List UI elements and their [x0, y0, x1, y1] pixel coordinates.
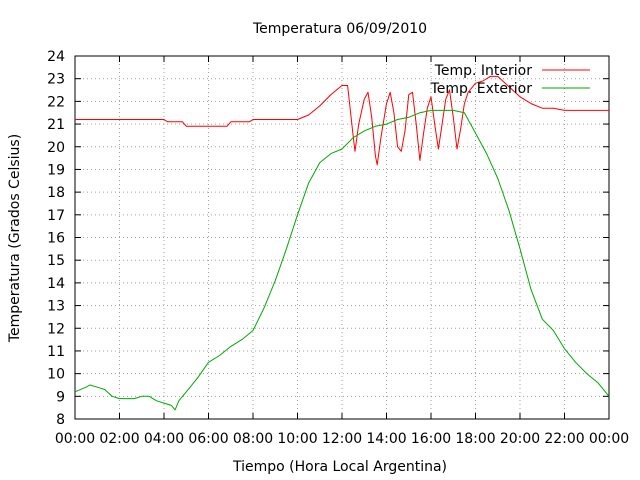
- y-tick-label: 11: [47, 344, 65, 360]
- series-line-interior: [75, 75, 609, 166]
- series-line-exterior: [74, 109, 610, 411]
- y-tick-label: 22: [47, 94, 65, 110]
- y-tick-label: 16: [47, 231, 65, 247]
- y-tick-label: 24: [47, 49, 65, 65]
- y-tick-label: 23: [47, 72, 65, 88]
- y-tick-label: 15: [47, 253, 65, 269]
- legend: Temp. Interior Temp. Exterior: [430, 63, 590, 97]
- x-tick-label: 20:00: [500, 431, 540, 447]
- y-axis-label: Temperatura (Grados Celsius): [7, 134, 23, 343]
- x-tick-label: 06:00: [188, 431, 228, 447]
- x-tick-label: 10:00: [277, 431, 317, 447]
- legend-label-exterior: Temp. Exterior: [430, 81, 533, 97]
- x-axis-label: Tiempo (Hora Local Argentina): [232, 459, 447, 475]
- legend-label-interior: Temp. Interior: [434, 63, 533, 79]
- x-tick-label: 00:00: [55, 431, 95, 447]
- y-tick-label: 12: [47, 321, 65, 337]
- x-tick-label: 04:00: [144, 431, 184, 447]
- y-tick-label: 13: [47, 299, 65, 315]
- y-tick-label: 9: [56, 389, 65, 405]
- x-tick-label: 16:00: [411, 431, 451, 447]
- y-tick-label: 17: [47, 208, 65, 224]
- y-tick-label: 21: [47, 117, 65, 133]
- chart-title: Temperatura 06/09/2010: [252, 21, 427, 37]
- x-tick-label: 02:00: [99, 431, 139, 447]
- x-tick-label: 00:00: [589, 431, 629, 447]
- y-tick-label: 19: [47, 162, 65, 178]
- y-tick-labels: 8 9 10 11 12 13 14 15 16 17 18 19 20 21 22 23 24: [47, 49, 65, 428]
- x-tick-label: 22:00: [544, 431, 584, 447]
- x-tick-label: 18:00: [455, 431, 495, 447]
- y-tick-label: 18: [47, 185, 65, 201]
- y-tick-label: 8: [56, 412, 65, 428]
- x-tick-labels: 00:00 02:00 04:00 06:00 08:00 10:00 12:00 14:00…: [55, 431, 629, 447]
- x-tick-label: 08:00: [233, 431, 273, 447]
- y-tick-label: 10: [47, 367, 65, 383]
- axis-ticks: [74, 55, 610, 420]
- grid: [75, 56, 609, 419]
- x-tick-label: 14:00: [366, 431, 406, 447]
- y-tick-label: 20: [47, 140, 65, 156]
- y-tick-label: 14: [47, 276, 65, 292]
- series-lines: [74, 75, 610, 411]
- x-tick-label: 12:00: [322, 431, 362, 447]
